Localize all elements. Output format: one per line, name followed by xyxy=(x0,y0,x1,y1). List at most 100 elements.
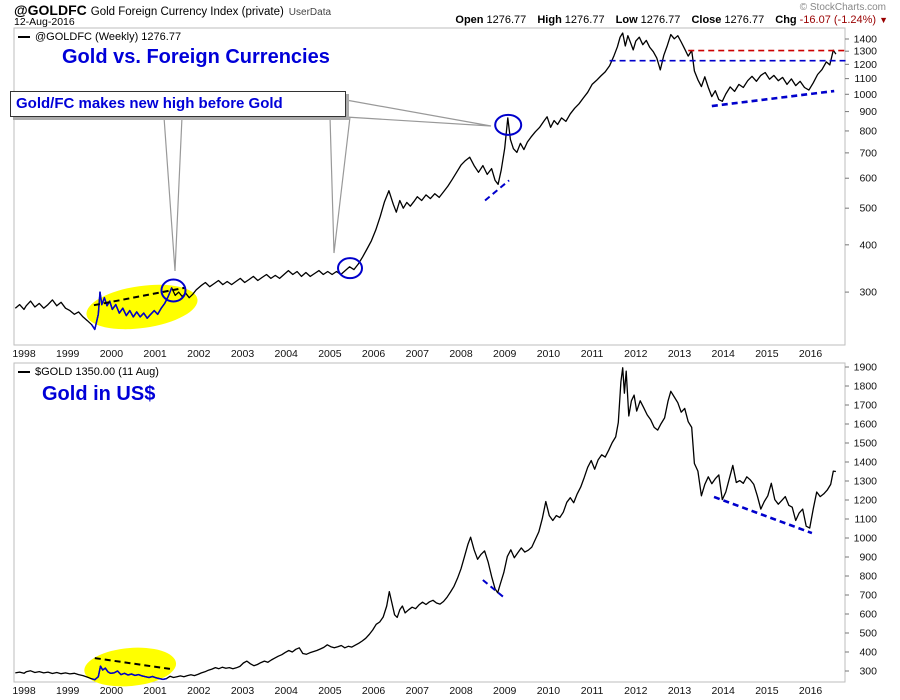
plot-border xyxy=(13,362,846,683)
y-tick-label: 400 xyxy=(859,647,877,659)
bottom-chart-legend: $GOLD 1350.00 (11 Aug) xyxy=(18,366,159,378)
x-tick-label: 2011 xyxy=(581,348,604,360)
chg-label: Chg xyxy=(775,14,797,26)
y-tick-label: 800 xyxy=(859,571,877,583)
x-tick-label: 1998 xyxy=(12,685,36,697)
low-value: 1276.77 xyxy=(640,14,681,26)
x-tick-label: 1999 xyxy=(56,348,80,360)
source-tag: UserData xyxy=(288,7,332,18)
x-tick-label: 2015 xyxy=(755,685,779,697)
annotation-circle xyxy=(494,113,523,136)
x-tick-label: 2001 xyxy=(143,685,167,697)
plot-border xyxy=(13,27,846,346)
y-tick-label: 700 xyxy=(859,590,877,602)
open-label: Open xyxy=(455,14,484,26)
y-tick-label: 1200 xyxy=(854,59,878,71)
y-tick-label: 1400 xyxy=(854,34,878,46)
y-tick-label: 1000 xyxy=(854,89,878,101)
x-tick-label: 2013 xyxy=(668,685,692,697)
y-tick-label: 900 xyxy=(859,552,877,564)
x-tick-label: 2011 xyxy=(581,685,604,697)
chart-date: 12-Aug-2016 xyxy=(14,16,75,28)
x-tick-label: 2006 xyxy=(362,348,386,360)
x-tick-label: 2004 xyxy=(275,685,299,697)
y-tick-label: 300 xyxy=(859,666,877,678)
chg-value: -16.07 (-1.24%) xyxy=(799,14,877,26)
y-tick-label: 1600 xyxy=(854,419,878,431)
x-tick-label: 2003 xyxy=(231,348,255,360)
x-tick-label: 2003 xyxy=(231,685,255,697)
x-tick-label: 2016 xyxy=(799,348,823,360)
y-tick-label: 1500 xyxy=(854,438,878,450)
x-tick-label: 2007 xyxy=(406,348,430,360)
quote-bar: Open 1276.77 High 1276.77 Low 1276.77 Close… xyxy=(447,14,888,26)
x-tick-label: 2000 xyxy=(100,348,124,360)
trendline-dashed xyxy=(713,495,813,535)
legend-line-swatch xyxy=(18,36,30,38)
x-tick-label: 2016 xyxy=(799,685,823,697)
y-tick-label: 1700 xyxy=(854,400,878,412)
down-arrow-icon: ▼ xyxy=(879,15,888,25)
y-tick-label: 1200 xyxy=(854,495,878,507)
header: @GOLDFC Gold Foreign Currency Index (priv… xyxy=(14,2,331,20)
y-tick-label: 300 xyxy=(859,287,877,299)
top-chart-legend: @GOLDFC (Weekly) 1276.77 xyxy=(18,31,181,43)
y-tick-label: 1300 xyxy=(854,46,878,58)
high-value: 1276.77 xyxy=(564,14,605,26)
low-label: Low xyxy=(615,14,638,26)
x-tick-label: 2008 xyxy=(449,685,473,697)
y-tick-label: 500 xyxy=(859,203,877,215)
x-tick-label: 2014 xyxy=(712,348,736,360)
high-label: High xyxy=(537,14,562,26)
highlighted-price-segment xyxy=(91,665,167,681)
x-tick-label: 2009 xyxy=(493,685,517,697)
y-tick-label: 600 xyxy=(859,609,877,621)
x-tick-label: 2002 xyxy=(187,348,211,360)
y-tick-label: 500 xyxy=(859,628,877,640)
bottom-chart-plot[interactable]: 1900 1800 1700 1600 1500 1400 1300 1200 1100 1000… xyxy=(12,362,877,698)
x-tick-label: 2002 xyxy=(187,685,211,697)
bottom-chart-title: Gold in US$ xyxy=(42,383,156,405)
y-tick-label: 400 xyxy=(859,239,877,251)
trendline-dashed xyxy=(711,89,835,108)
y-tick-label: 600 xyxy=(859,173,877,185)
top-chart-title: Gold vs. Foreign Currencies xyxy=(62,46,330,68)
x-tick-label: 2015 xyxy=(755,348,779,360)
x-tick-label: 1998 xyxy=(12,348,36,360)
copyright: © StockCharts.com xyxy=(799,2,886,13)
x-tick-label: 1999 xyxy=(56,685,80,697)
y-tick-label: 1100 xyxy=(854,73,877,85)
y-tick-label: 1400 xyxy=(854,457,878,469)
x-tick-label: 2006 xyxy=(362,685,386,697)
callout-pointers xyxy=(163,99,492,272)
highlight-ellipse xyxy=(84,647,177,687)
price-line xyxy=(14,32,837,331)
y-tick-label: 1100 xyxy=(854,514,877,526)
y-tick-label: 800 xyxy=(859,125,877,137)
price-line xyxy=(15,367,836,681)
trendline-dashed xyxy=(482,579,506,599)
x-tick-label: 2008 xyxy=(449,348,473,360)
open-value: 1276.77 xyxy=(486,14,527,26)
legend-text: @GOLDFC (Weekly) 1276.77 xyxy=(35,31,182,43)
trendline-dashed xyxy=(94,657,171,670)
annotation-callout: Gold/FC makes new high before Gold xyxy=(10,91,346,117)
trendline-dashed xyxy=(93,286,186,307)
highlight-ellipse xyxy=(86,284,198,330)
annotation-circle xyxy=(160,278,187,303)
legend-text: $GOLD 1350.00 (11 Aug) xyxy=(35,366,159,378)
x-tick-label: 2014 xyxy=(712,685,736,697)
legend-line-swatch xyxy=(18,371,30,373)
x-tick-label: 2005 xyxy=(318,348,342,360)
callout-pointer xyxy=(163,116,183,272)
y-tick-label: 1300 xyxy=(854,476,878,488)
ticker-description: Gold Foreign Currency Index (private) xyxy=(90,6,284,18)
x-tick-label: 2010 xyxy=(537,685,561,697)
y-tick-label: 1000 xyxy=(854,533,878,545)
x-tick-label: 2004 xyxy=(275,348,299,360)
x-tick-label: 2007 xyxy=(406,685,430,697)
x-tick-label: 2013 xyxy=(668,348,692,360)
